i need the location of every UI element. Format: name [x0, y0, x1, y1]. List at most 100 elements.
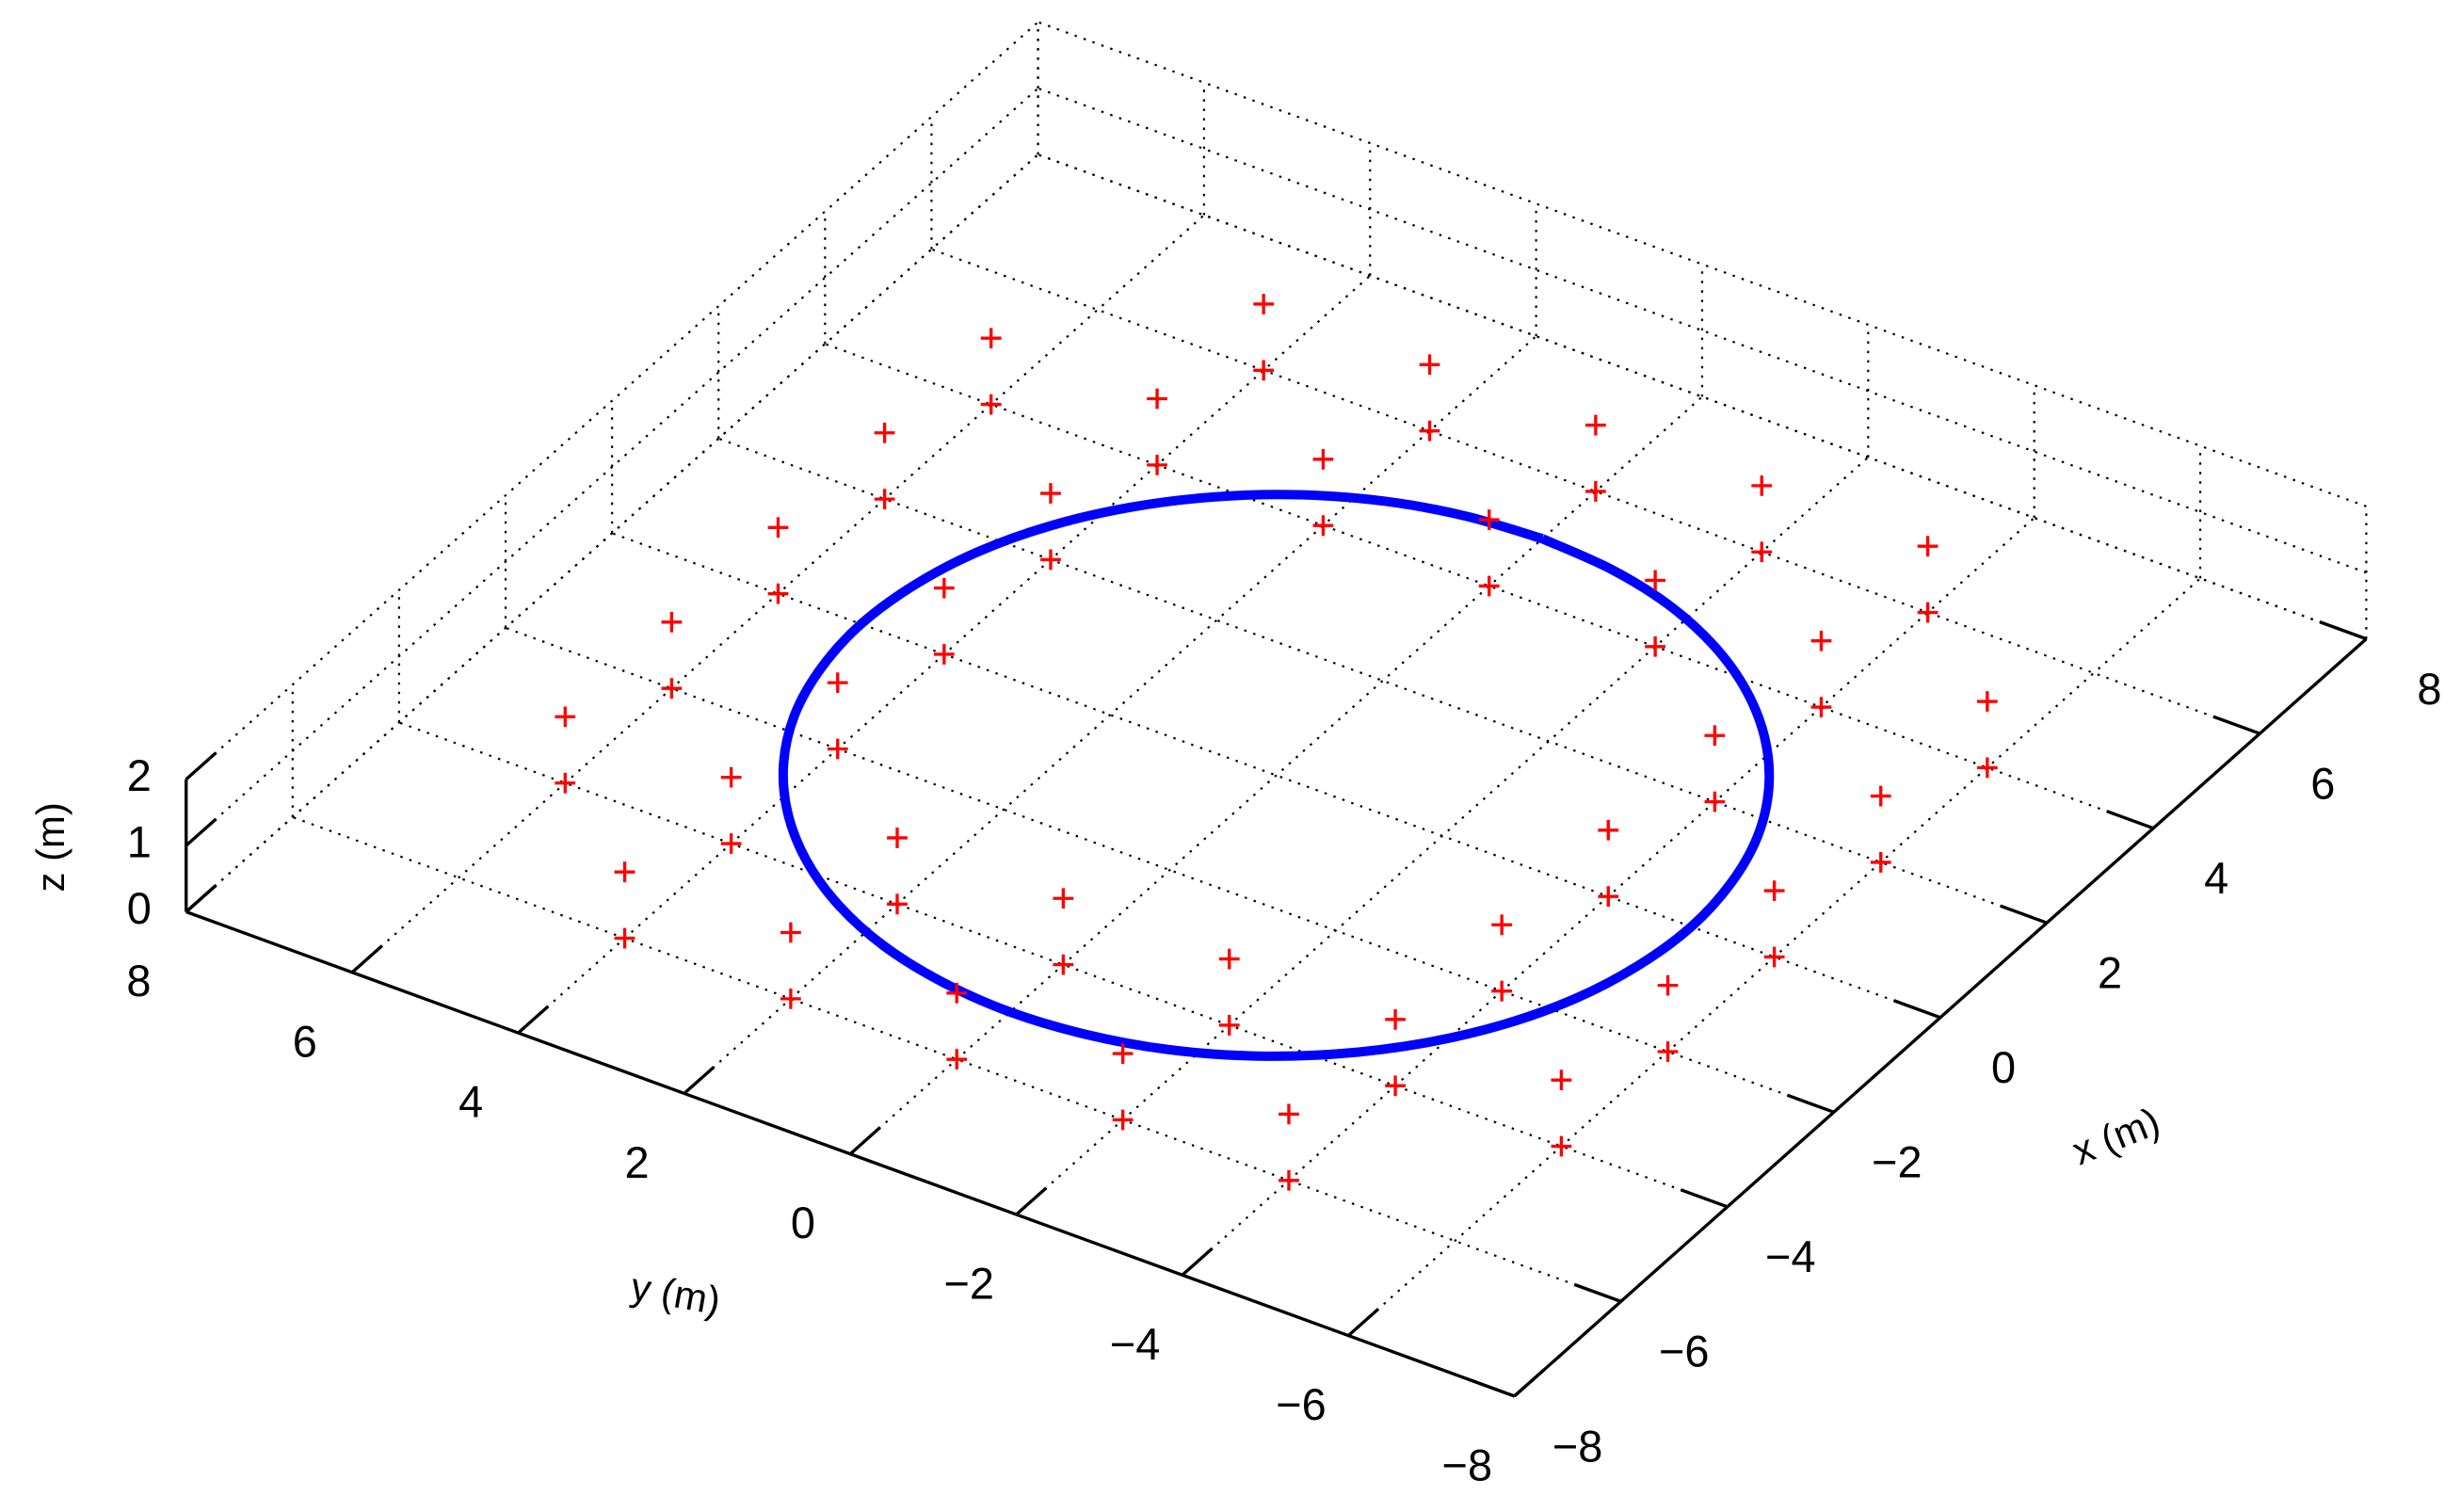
y-tick [1015, 1186, 1048, 1216]
plus-marker [1598, 886, 1619, 908]
x-tick-label: −6 [1659, 1327, 1709, 1376]
plus-marker [1312, 448, 1334, 470]
plus-marker [1040, 483, 1061, 504]
y-tick-label: 4 [458, 1078, 483, 1127]
y-tick [1347, 1308, 1380, 1337]
plus-marker [614, 861, 635, 883]
plus-marker [1053, 888, 1074, 909]
plus-marker [1810, 697, 1832, 717]
plus-marker [1584, 414, 1606, 436]
x-tick-label: 2 [2098, 949, 2122, 998]
y-tick [1513, 1368, 1546, 1398]
plus-marker [1147, 388, 1167, 410]
y-tick-label: 0 [791, 1198, 815, 1247]
plus-marker [946, 982, 968, 1004]
x-tick [1893, 999, 1941, 1020]
plus-marker [1040, 549, 1061, 571]
plus-marker [1218, 948, 1240, 970]
plus-marker [614, 927, 635, 949]
plus-marker [1491, 980, 1513, 1002]
plus-marker [1976, 757, 1998, 779]
plus-marker [1917, 602, 1938, 623]
plus-marker [1584, 481, 1606, 502]
x-tick [1467, 1377, 1516, 1398]
plus-marker [1419, 420, 1440, 442]
plus-marker [1657, 974, 1679, 996]
plus-marker [1478, 575, 1500, 597]
y-axis-label: y (m) [628, 1264, 724, 1324]
plus-marker [661, 611, 683, 633]
ring-line [778, 490, 1775, 1061]
y-tick [849, 1126, 881, 1155]
x-tick-label: 0 [1991, 1043, 2016, 1092]
x-tick-label: −2 [1872, 1138, 1922, 1187]
plus-marker [827, 672, 848, 694]
grid-line [1015, 456, 1870, 1215]
plus-marker [1253, 294, 1275, 314]
x-tick [2000, 904, 2048, 925]
plus-marker [767, 517, 789, 539]
z-tick [185, 884, 217, 913]
x-tick-label: 6 [2310, 760, 2335, 809]
grid-line [1037, 21, 2367, 507]
z-tick-label: 0 [127, 884, 152, 933]
plus-marker [1598, 819, 1619, 841]
x-tick-label: −8 [1552, 1422, 1602, 1471]
plus-marker [1491, 914, 1513, 936]
x-axis [1513, 637, 2368, 1398]
x-tick-label: −4 [1765, 1232, 1815, 1281]
x-tick [2212, 715, 2260, 735]
plus-marker [1751, 541, 1773, 563]
x-tick [1680, 1188, 1729, 1209]
y-tick [683, 1065, 716, 1095]
y-tick [1181, 1247, 1214, 1277]
plus-marker [946, 1049, 968, 1070]
plus-marker [1478, 509, 1500, 531]
y-tick-label: −6 [1276, 1380, 1326, 1429]
x-tick [2106, 810, 2154, 830]
plus-marker [1704, 725, 1726, 747]
plus-marker [1253, 360, 1275, 381]
plus-marker [1645, 635, 1666, 657]
y-tick-label: 8 [126, 957, 151, 1005]
plus-marker [874, 489, 895, 510]
grid-line [185, 88, 1039, 846]
plus-marker [1645, 570, 1666, 591]
plus-marker [1419, 354, 1440, 376]
plus-marker [1751, 475, 1773, 496]
plus-marker [1870, 852, 1891, 873]
plus-marker [1551, 1070, 1572, 1091]
plus-marker [1763, 946, 1785, 968]
plus-marker [1279, 1103, 1299, 1125]
plus-marker [661, 678, 683, 700]
plus-marker [1112, 1109, 1134, 1131]
x-axis-label: x (m) [2066, 1099, 2165, 1173]
grid-line [185, 153, 1039, 913]
y-tick-label: 2 [624, 1138, 649, 1187]
plot-area: −8 −6 −4 −2 0 2 4 6 8 −8 −6 −4 −2 0 2 4 6 8 0 1 2 x (m) y (m) z… [28, 21, 2441, 1489]
grid-line [684, 335, 1537, 1095]
z-tick-label: 2 [127, 751, 152, 800]
plus-marker [780, 988, 801, 1009]
plus-marker [1976, 691, 1998, 712]
grid-line [185, 21, 1039, 780]
y-tick [350, 944, 383, 974]
x-tick-label: 8 [2417, 665, 2441, 714]
plus-marker [1870, 785, 1891, 807]
y-tick-label: −4 [1110, 1320, 1160, 1369]
grid-line [717, 437, 2048, 925]
plus-marker [933, 577, 955, 599]
plus-marker [1279, 1169, 1299, 1191]
plus-marker [720, 833, 742, 854]
z-tick [185, 751, 217, 780]
plus-marker [555, 772, 576, 794]
plus-marker [933, 644, 955, 665]
y-tick [517, 1005, 550, 1035]
plus-marker [1218, 1015, 1240, 1036]
plus-marker [980, 328, 1002, 349]
z-tick-label: 1 [127, 818, 152, 867]
grid-line [849, 395, 1703, 1155]
x-tick [1573, 1282, 1622, 1303]
